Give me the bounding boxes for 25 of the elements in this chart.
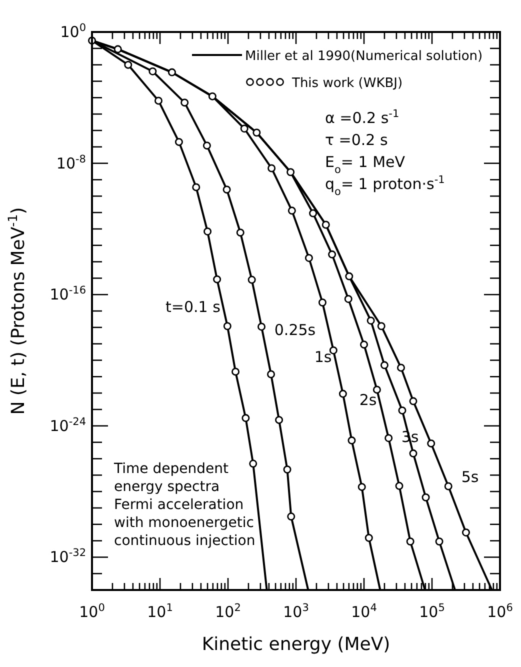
x-tick-label: 10$^{0}$ <box>79 602 105 621</box>
x-tick-label: 10$^{1}$ <box>147 602 173 621</box>
y-tick-label: 10$^{-32}$ <box>50 547 86 566</box>
annotation: Time dependent energy spectra Fermi acceleration with monoenergetic continuous injection <box>113 461 256 549</box>
x-tick-label: 10$^{3}$ <box>283 602 309 621</box>
x-tick-label: 10$^{6}$ <box>487 602 514 621</box>
annotation: 1s <box>314 348 332 366</box>
y-tick-label: 10$^{-16}$ <box>50 284 86 304</box>
x-axis-title: Kinetic energy (MeV) <box>202 634 390 655</box>
y-tick-label: 10$^{-8}$ <box>56 153 86 172</box>
legend-label: Miller et al 1990(Numerical solution) <box>245 49 483 64</box>
annotation: τ =0.2 s <box>325 131 388 149</box>
y-tick-label: 10$^{-24}$ <box>50 416 86 435</box>
annotation: q$_{o}$= 1 proton·s$^{-1}$ <box>325 174 445 198</box>
annotation: 5s <box>461 468 479 486</box>
annotation: t=0.1 s <box>166 298 221 316</box>
legend-label: This work (WKBJ) <box>291 76 403 91</box>
x-tick-label: 10$^{5}$ <box>419 602 445 621</box>
annotation: 2s <box>359 391 377 409</box>
annotation: 0.25s <box>274 321 316 339</box>
annotation: α =0.2 s$^{-1}$ <box>325 108 400 127</box>
x-tick-label: 10$^{2}$ <box>215 602 241 621</box>
annotation: E$_{o}$= 1 MeV <box>325 153 406 176</box>
x-tick-label: 10$^{4}$ <box>351 602 378 621</box>
y-tick-label: 10$^{0}$ <box>60 22 86 41</box>
